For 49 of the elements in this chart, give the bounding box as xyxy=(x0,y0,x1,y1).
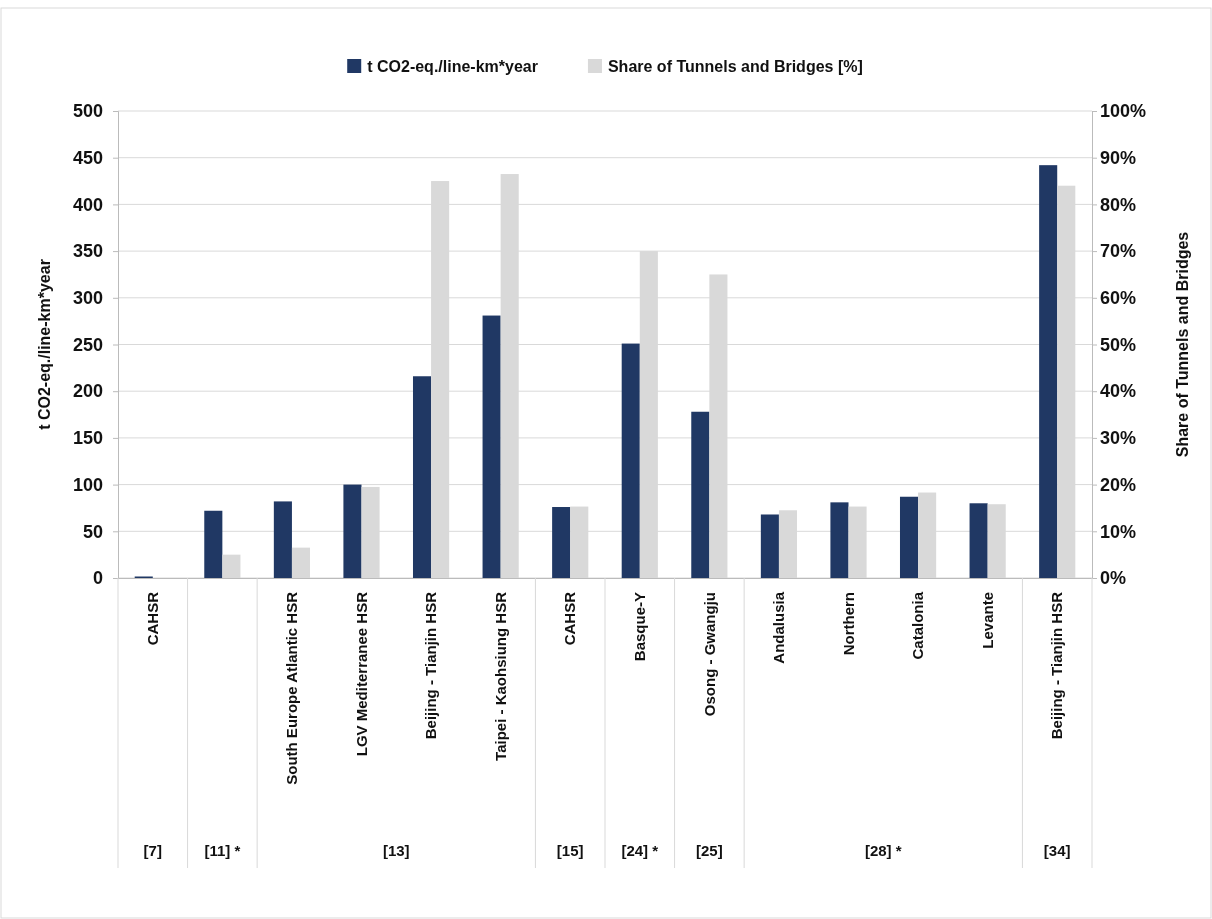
x-tick-label: Osong - Gwangju xyxy=(700,592,718,717)
y2-tick-label: 70% xyxy=(1100,241,1137,262)
y-tick-label: 0 xyxy=(92,568,103,589)
y2-tick-label: 30% xyxy=(1100,428,1137,449)
y2-tick-label: 40% xyxy=(1100,381,1137,402)
x-tick-label: Beijing - Tianjin HSR xyxy=(422,591,440,740)
legend-label: Share of Tunnels and Bridges [%] xyxy=(607,57,863,75)
x-tick-label: Northern xyxy=(839,592,857,656)
y-tick-label: 150 xyxy=(72,428,103,449)
text: [15] xyxy=(556,842,584,859)
y2-tick-label: 90% xyxy=(1100,147,1137,168)
text: [34] xyxy=(1043,842,1071,859)
y-tick-label: 450 xyxy=(72,147,103,168)
x-tick-label: CAHSR xyxy=(144,591,162,646)
text: [7] xyxy=(143,842,162,859)
x-tick-label: South Europe Atlantic HSR xyxy=(283,591,301,785)
y2-tick-label: 100% xyxy=(1100,101,1147,122)
x-tick-label: Taipei - Kaohsiung HSR xyxy=(491,591,509,761)
y2-tick-label: 60% xyxy=(1100,288,1137,309)
y2-tick-label: 10% xyxy=(1100,521,1137,542)
y-tick-label: 300 xyxy=(72,288,103,309)
x-tick-label: LGV Mediterranee HSR xyxy=(352,591,370,757)
y2-axis-title: Share of Tunnels and Bridges xyxy=(1174,231,1191,458)
y-tick-label: 350 xyxy=(72,241,103,262)
text: [28] * xyxy=(864,842,902,859)
y-tick-label: 100 xyxy=(72,474,103,495)
y2-tick-label: 50% xyxy=(1100,334,1137,355)
x-tick-label: Levante xyxy=(978,592,996,649)
text: [11] * xyxy=(204,842,241,859)
y2-tick-label: 0% xyxy=(1100,568,1127,589)
y2-tick-label: 80% xyxy=(1100,194,1137,215)
text: [24] * xyxy=(621,842,659,859)
bar xyxy=(273,501,292,578)
text: [13] xyxy=(382,842,410,859)
x-tick-label: Andalusia xyxy=(770,591,788,664)
y-tick-label: 250 xyxy=(72,334,103,355)
text: [25] xyxy=(696,842,723,859)
y-tick-label: 400 xyxy=(72,194,103,215)
y2-tick-label: 20% xyxy=(1100,474,1137,495)
y-tick-label: 50 xyxy=(82,521,103,542)
y-tick-label: 200 xyxy=(72,381,103,402)
y-axis-title: t CO2-eq./line-km*year xyxy=(36,259,53,430)
y-tick-label: 500 xyxy=(72,101,103,122)
bar xyxy=(204,510,223,578)
x-tick-label: Catalonia xyxy=(909,591,927,660)
x-tick-label: Beijing - Tianjin HSR xyxy=(1048,591,1066,740)
legend-label: t CO2-eq./line-km*year xyxy=(367,57,538,75)
x-tick-label: CAHSR xyxy=(561,591,579,646)
x-tick-label: Basque-Y xyxy=(631,592,649,662)
